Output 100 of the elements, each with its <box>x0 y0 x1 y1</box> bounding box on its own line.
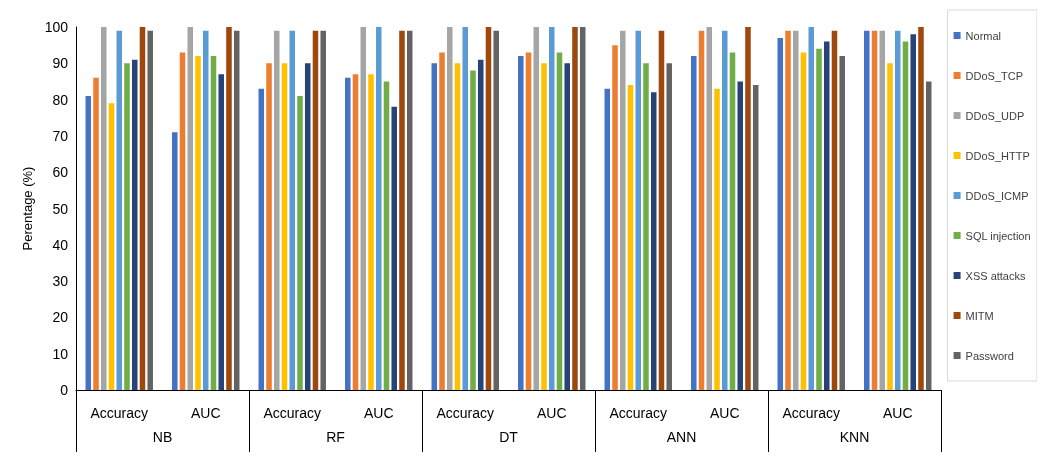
x-tick-label: AUC <box>363 405 394 421</box>
bar <box>643 63 649 390</box>
bar <box>439 52 445 390</box>
x-tick-label: AUC <box>709 405 740 421</box>
bar <box>383 81 390 390</box>
bar <box>297 95 303 390</box>
bar <box>572 27 578 390</box>
bar <box>391 106 397 390</box>
y-tick-label: 80 <box>52 91 69 108</box>
bar <box>431 63 438 390</box>
bar <box>777 37 784 390</box>
bar <box>556 52 563 390</box>
y-tick-label: 100 <box>44 19 69 35</box>
bar <box>604 88 611 390</box>
y-tick-label: 90 <box>52 55 69 72</box>
x-tick-label: AUC <box>190 405 221 421</box>
bar <box>147 30 153 390</box>
x-tick-label: Accuracy <box>263 405 322 421</box>
bar <box>518 56 524 390</box>
bar <box>691 56 697 390</box>
bar <box>345 77 351 390</box>
bar <box>360 27 367 390</box>
bar <box>752 85 759 390</box>
bar <box>454 63 461 390</box>
bar <box>172 132 178 390</box>
bar <box>274 30 280 390</box>
bar <box>187 27 194 390</box>
bar <box>729 52 736 390</box>
bar <box>785 30 791 390</box>
bar <box>918 27 924 390</box>
bar <box>406 30 413 390</box>
bar <box>493 30 499 390</box>
bar <box>312 30 319 390</box>
bar <box>320 30 326 390</box>
bar <box>800 52 807 390</box>
y-tick-label: 0 <box>60 382 69 398</box>
bar <box>210 56 217 390</box>
x-tick-label: Accuracy <box>436 405 495 421</box>
y-tick-label: 10 <box>52 345 69 362</box>
legend-label: DDoS_HTTP <box>965 149 1030 162</box>
y-tick-label: 40 <box>52 236 69 253</box>
bar <box>658 30 665 390</box>
bar <box>525 52 532 390</box>
bar <box>737 81 743 390</box>
text: KNN <box>839 429 870 445</box>
bar <box>925 81 932 390</box>
bar <box>721 30 728 390</box>
bar <box>93 77 99 390</box>
x-tick-label: AUC <box>882 405 913 421</box>
bar <box>195 56 201 390</box>
bar <box>579 27 586 390</box>
bar <box>650 92 657 390</box>
bar <box>793 30 799 390</box>
bar <box>714 88 720 390</box>
text: RF <box>326 429 345 445</box>
bar <box>258 88 265 390</box>
bar <box>871 30 878 390</box>
text: DT <box>499 429 519 445</box>
bar <box>533 27 540 390</box>
bar <box>808 27 815 390</box>
bar <box>85 95 92 390</box>
bar <box>816 48 822 390</box>
bar <box>218 74 224 390</box>
bar <box>266 63 272 390</box>
bar <box>477 59 484 390</box>
bar <box>281 63 288 390</box>
bar <box>399 30 405 390</box>
text: ANN <box>666 429 697 445</box>
y-tick-label: 30 <box>52 273 69 290</box>
x-tick-label: Accuracy <box>609 405 668 421</box>
legend-label: XSS attacks <box>965 269 1026 282</box>
bar <box>179 52 186 390</box>
bar <box>745 27 751 390</box>
legend-label: Password <box>965 349 1014 362</box>
legend-label: Normal <box>965 29 1002 42</box>
bar <box>375 27 382 390</box>
y-tick-label: 50 <box>52 200 69 217</box>
bar <box>887 63 893 390</box>
legend-label: DDoS_TCP <box>965 69 1024 82</box>
bar <box>352 74 359 390</box>
bar <box>124 63 130 390</box>
y-axis-title: Perentage (%) <box>19 166 35 251</box>
y-tick-label: 60 <box>52 164 69 181</box>
bar <box>902 41 909 390</box>
bar <box>635 30 642 390</box>
bar <box>108 103 115 390</box>
bar <box>304 63 311 390</box>
bar <box>462 27 469 390</box>
bar <box>548 27 555 390</box>
bar <box>116 30 123 390</box>
bar <box>894 30 901 390</box>
x-tick-label: AUC <box>536 405 567 421</box>
bar <box>541 63 547 390</box>
bar <box>233 30 240 390</box>
bar <box>823 41 830 390</box>
bar <box>706 27 713 390</box>
legend-label: MITM <box>965 309 994 322</box>
bar <box>698 30 705 390</box>
bar <box>612 45 618 390</box>
x-tick-label: Accuracy <box>782 405 841 421</box>
